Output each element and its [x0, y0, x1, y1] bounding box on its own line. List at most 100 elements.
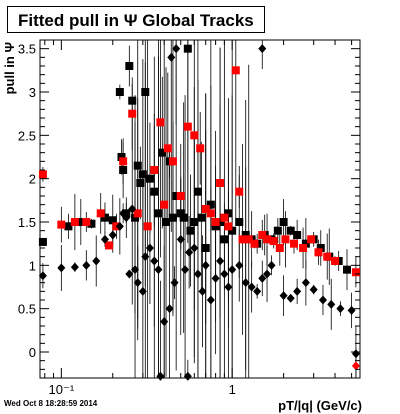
- data-point-diamond: [131, 265, 140, 275]
- data-point-square: [224, 222, 233, 231]
- data-point-square: [136, 179, 145, 187]
- data-point-diamond: [201, 260, 210, 270]
- data-point-diamond: [38, 271, 47, 281]
- data-point-square: [286, 226, 295, 235]
- data-point-square: [82, 218, 91, 226]
- data-point-square: [131, 213, 140, 222]
- data-point-square: [138, 170, 147, 179]
- data-point-square: [343, 265, 352, 274]
- data-point-diamond: [253, 286, 262, 296]
- data-point-diamond: [170, 278, 179, 288]
- data-point-square: [154, 209, 163, 218]
- y-tick-label: 2.5: [18, 128, 36, 143]
- data-point-diamond: [150, 256, 159, 266]
- y-tick-label: 0: [29, 345, 36, 360]
- data-point-diamond: [190, 243, 199, 253]
- data-point-square: [150, 187, 159, 196]
- data-point-diamond: [176, 234, 185, 244]
- data-point-square: [70, 218, 79, 226]
- data-point-diamond: [206, 295, 215, 305]
- data-point-square: [158, 148, 167, 157]
- data-point-square: [235, 218, 244, 226]
- data-point-square: [64, 222, 73, 231]
- data-point-diamond: [133, 278, 142, 288]
- data-point-square: [206, 200, 215, 209]
- data-point-diamond: [167, 52, 176, 62]
- data-point-square: [263, 235, 272, 244]
- data-point-square: [133, 209, 142, 218]
- y-tick-label: 2: [29, 172, 36, 187]
- data-point-diamond: [211, 273, 220, 283]
- data-point-square: [190, 218, 199, 226]
- data-point-square: [128, 109, 137, 118]
- data-point-square: [269, 237, 278, 246]
- data-point-square: [176, 192, 185, 200]
- y-axis-title: pull in Ψ: [2, 42, 17, 94]
- y-tick-label: 3: [29, 85, 36, 100]
- data-point-diamond: [198, 286, 207, 296]
- data-point-square: [162, 218, 171, 226]
- data-point-square: [275, 244, 284, 252]
- data-point-square: [119, 157, 128, 166]
- data-point-square: [235, 187, 244, 196]
- data-point-diamond: [309, 285, 318, 295]
- data-point-square: [224, 209, 233, 218]
- x-axis-title: pT/|q| (GeV/c): [278, 398, 362, 413]
- data-point-square: [179, 213, 188, 222]
- data-point-square: [186, 226, 195, 235]
- data-point-square: [128, 96, 137, 105]
- data-point-square: [172, 192, 181, 200]
- data-point-diamond: [267, 260, 276, 270]
- data-point-diamond: [318, 295, 327, 305]
- data-point-square: [183, 122, 192, 131]
- data-point-diamond: [247, 282, 256, 292]
- data-point-diamond: [224, 282, 233, 292]
- data-point-square: [299, 244, 308, 252]
- data-point-diamond: [160, 317, 169, 327]
- data-point-square: [258, 231, 267, 239]
- data-point-square: [228, 226, 237, 235]
- data-point-square: [125, 62, 134, 70]
- data-point-diamond: [70, 262, 79, 272]
- data-point-square: [143, 222, 152, 231]
- data-point-diamond: [279, 291, 288, 301]
- data-point-square: [301, 239, 310, 248]
- title-box: Fitted pull in Ψ Global Tracks: [7, 6, 265, 33]
- data-point-square: [331, 257, 340, 265]
- data-point-diamond: [228, 265, 237, 275]
- data-point-diamond: [57, 263, 66, 273]
- data-point-square: [96, 209, 105, 218]
- data-point-square: [201, 205, 210, 213]
- data-point-square: [289, 239, 298, 248]
- data-point-diamond: [293, 286, 302, 296]
- data-point-diamond: [165, 304, 174, 314]
- data-point-square: [293, 231, 302, 239]
- data-point-diamond: [258, 44, 267, 54]
- data-point-diamond: [185, 247, 194, 257]
- data-point-square: [351, 268, 360, 277]
- data-point-diamond: [258, 273, 267, 283]
- data-point-square: [201, 244, 210, 252]
- data-point-square: [314, 248, 323, 257]
- timestamp-footer: Wed Oct 8 18:28:59 2014: [4, 399, 98, 408]
- data-point-diamond: [82, 260, 91, 270]
- data-point-square: [220, 235, 229, 244]
- data-point-diamond: [220, 269, 229, 279]
- data-point-diamond: [241, 278, 250, 288]
- data-point-square: [183, 44, 192, 53]
- data-point-square: [238, 235, 247, 244]
- data-point-diamond: [351, 349, 360, 359]
- data-point-square: [273, 226, 282, 235]
- data-point-square: [87, 219, 96, 228]
- data-point-square: [108, 216, 117, 225]
- data-point-square: [76, 218, 85, 226]
- y-tick-label: 1: [29, 258, 36, 273]
- data-point-square: [160, 200, 169, 209]
- data-point-square: [197, 213, 206, 222]
- data-point-diamond: [216, 256, 225, 266]
- data-point-square: [196, 144, 205, 153]
- data-point-square: [163, 144, 172, 153]
- chart-frame: [39, 39, 361, 379]
- data-point-square: [141, 88, 150, 96]
